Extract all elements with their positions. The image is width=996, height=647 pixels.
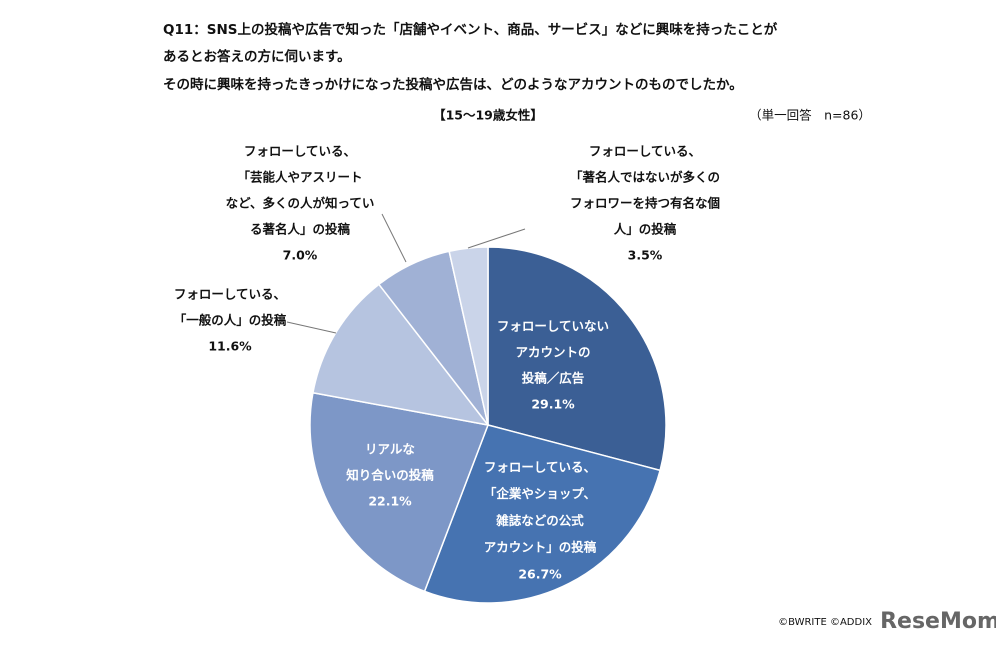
slice-label: 「企業やショップ、	[484, 486, 596, 501]
slice-label: 雑誌などの公式	[495, 513, 584, 528]
slice-label: 投稿／広告	[522, 371, 585, 386]
slice-label: 「一般の人」の投稿	[174, 313, 287, 328]
value-label: 29.1%	[531, 397, 575, 412]
slice-label: フォローしている、	[589, 144, 701, 159]
slice-label: 「著名人ではないが多くの	[570, 170, 720, 185]
value-label: 7.0%	[283, 248, 318, 263]
slice-label: など、多くの人が知ってい	[226, 196, 375, 211]
pie-slice	[423, 424, 662, 604]
pie-slice	[487, 246, 667, 472]
slice-label: アカウント」の投稿	[484, 540, 597, 555]
value-label: 26.7%	[518, 566, 562, 581]
note: （単一回答 n=86）	[749, 108, 871, 123]
slice-label: リアルな	[365, 442, 415, 457]
source: ©BWRITE ©ADDIX	[778, 617, 872, 628]
pie-slice	[312, 283, 490, 427]
subtitle: 【15～19歳女性】	[433, 108, 543, 123]
slice-label: フォローしていない	[497, 319, 609, 334]
slice-label: フォローしている、	[484, 460, 596, 475]
value-label: 11.6%	[208, 339, 252, 354]
leader-line	[467, 228, 526, 249]
leader-line	[286, 321, 337, 334]
chart-title: Q11：SNS上の投稿や広告で知った「店舗やイベント、商品、サービス」などに興味…	[163, 21, 778, 38]
value-label: 3.5%	[628, 248, 663, 263]
logo: ReseMom	[880, 609, 996, 634]
slice-label: 「芸能人やアスリート	[237, 170, 362, 185]
slice-label: 知り合いの投稿	[345, 468, 434, 483]
pie-slice	[309, 391, 490, 593]
chart-title: その時に興味を持ったきっかけになった投稿や広告は、どのようなアカウントのものでし…	[163, 76, 743, 93]
value-label: 22.1%	[368, 494, 412, 509]
slice-label: フォローしている、	[174, 287, 286, 302]
slice-label: アカウントの	[515, 345, 590, 360]
chart-title: あるとお答えの方に伺います。	[163, 48, 351, 65]
slice-label: 人」の投稿	[614, 222, 677, 237]
slice-label: フォロワーを持つ有名な個	[570, 196, 720, 211]
leader-line	[381, 213, 407, 263]
slice-label: る著名人」の投稿	[250, 222, 351, 237]
slice-label: フォローしている、	[244, 144, 356, 159]
